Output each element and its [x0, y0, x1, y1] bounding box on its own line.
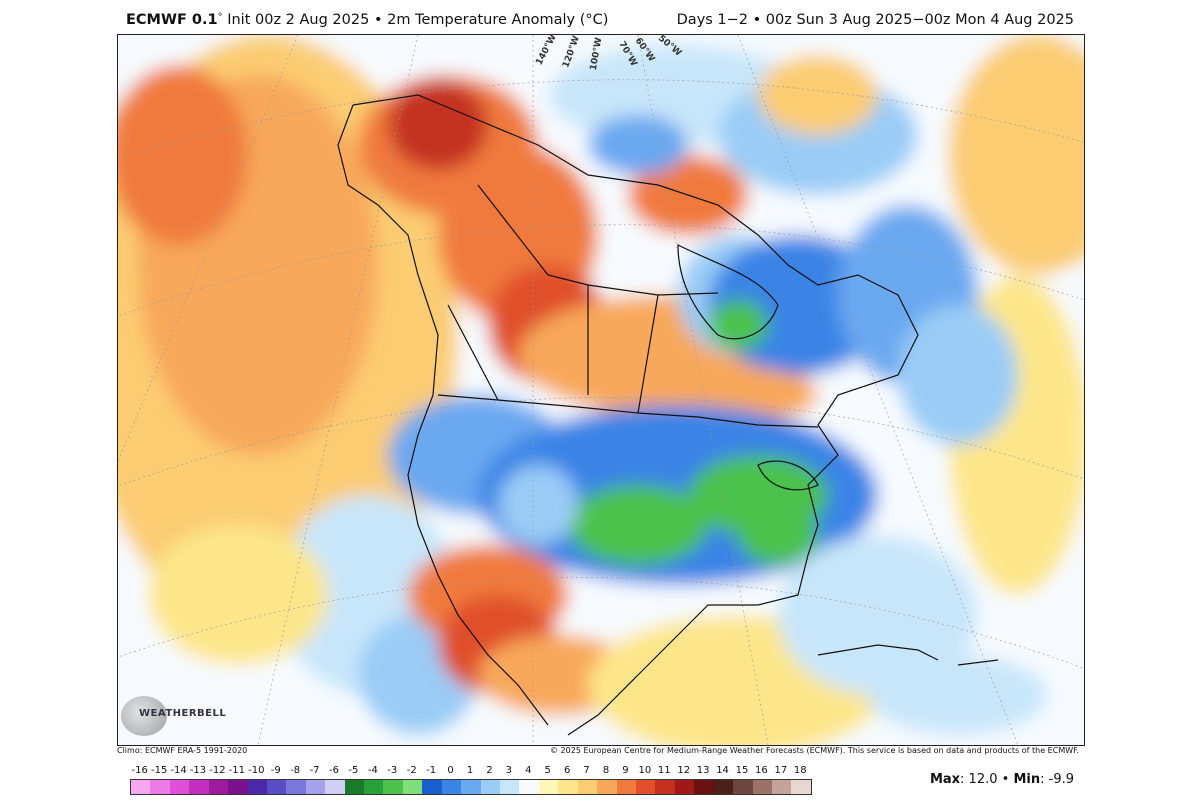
colorbar-tick-label: 10	[638, 765, 652, 776]
colorbar-tick-label: -13	[189, 765, 207, 776]
colorbar-tick-label: -1	[426, 765, 437, 776]
colorbar-tick-label: 9	[622, 765, 629, 776]
min-value: : -9.9	[1040, 772, 1074, 787]
max-min-summary: Max: 12.0 • Min: -9.9	[930, 772, 1074, 787]
colorbar-tick-label: 16	[755, 765, 768, 776]
colorbar-tick-label: 2	[486, 765, 493, 776]
colorbar-swatch	[771, 780, 792, 794]
colorbar-swatch	[383, 780, 403, 794]
coastlines	[337, 94, 999, 736]
header-title: ECMWF 0.1° Init 00z 2 Aug 2025 • 2m Temp…	[126, 12, 608, 28]
colorbar-tick-label: 11	[657, 765, 671, 776]
colorbar-tick-label: -15	[150, 765, 168, 776]
colorbar-swatch	[169, 780, 190, 794]
colorbar-swatch	[131, 780, 151, 794]
colorbar-swatch	[286, 780, 306, 794]
colorbar-tick-label: 15	[735, 765, 749, 776]
valid-period: Days 1−2 • 00z Sun 3 Aug 2025−00z Mon 4 …	[676, 12, 1074, 28]
colorbar-tick-label: -10	[248, 765, 265, 776]
colorbar-tick-label: 1	[466, 765, 474, 776]
colorbar-tick-label: 12	[677, 765, 691, 776]
anomaly-map: 140°W 120°W 100°W 70°W 60°W 50°W	[117, 34, 1085, 746]
colorbar-swatch	[791, 780, 811, 794]
copyright-note: © 2025 European Centre for Medium-Range …	[550, 746, 1079, 755]
colorbar-swatch	[500, 780, 520, 794]
colorbar-swatch	[752, 780, 772, 794]
colorbar-swatch	[635, 780, 656, 794]
colorbar-tick-label: -11	[228, 765, 246, 776]
colorbar-tick-label: 4	[525, 765, 532, 776]
colorbar-tick-label: 8	[602, 765, 610, 776]
colorbar-swatch	[422, 780, 442, 794]
colorbar-swatch	[519, 780, 539, 794]
degree-mark: °	[217, 12, 223, 23]
anomaly-field	[118, 35, 1084, 745]
colorbar-tick-label: 0	[447, 765, 454, 776]
colorbar-tick-label: -8	[290, 765, 301, 776]
colorbar-swatch	[305, 780, 326, 794]
colorbar-tick-label: 3	[505, 765, 513, 776]
colorbar-tick-label: -14	[170, 765, 187, 776]
colorbar-swatch	[461, 780, 481, 794]
graticule	[118, 35, 1084, 745]
colorbar-swatch	[364, 780, 384, 794]
colorbar-swatch	[150, 780, 170, 794]
colorbar-swatch	[208, 780, 229, 794]
colorbar-tick-label: 5	[544, 765, 551, 776]
colorbar-tick-label: -12	[209, 765, 226, 776]
colorbar-tick-label: -16	[131, 765, 148, 776]
colorbar-swatch	[558, 780, 578, 794]
colorbar-swatch	[189, 780, 209, 794]
colorbar-swatch	[577, 780, 598, 794]
colorbar-swatch	[694, 780, 714, 794]
colorbar-tick-label: -5	[348, 765, 359, 776]
colorbar-swatch	[733, 780, 753, 794]
colorbar-swatch	[325, 780, 345, 794]
credits-bar: Climo: ECMWF ERA-5 1991-2020 © 2025 Euro…	[117, 746, 1083, 760]
colorbar-tick-label: 6	[563, 765, 571, 776]
colorbar-swatch	[228, 780, 248, 794]
colorbar-tick-label: -3	[387, 765, 398, 776]
colorbar-tick-label: 14	[716, 765, 729, 776]
logo-disc	[121, 696, 167, 736]
colorbar-tick-label: -9	[270, 765, 281, 776]
colorbar-swatch	[597, 780, 617, 794]
colorbar	[130, 779, 812, 795]
climo-note: Climo: ECMWF ERA-5 1991-2020	[117, 746, 248, 755]
colorbar-tick-label: 13	[696, 765, 710, 776]
max-value: : 12.0 •	[960, 772, 1010, 787]
max-label: Max	[929, 772, 961, 787]
colorbar-tick-label: -7	[309, 765, 320, 776]
colorbar-tick-label: 7	[583, 765, 590, 776]
weatherbell-logo: WEATHERBELL	[121, 696, 226, 740]
colorbar-tick-label: -4	[367, 765, 378, 776]
logo-text: WEATHERBELL	[139, 708, 227, 719]
colorbar-tick-label: 17	[774, 765, 788, 776]
map-header: ECMWF 0.1° Init 00z 2 Aug 2025 • 2m Temp…	[118, 10, 1084, 32]
colorbar-swatch	[402, 780, 423, 794]
map-canvas	[118, 35, 1084, 745]
colorbar-swatch	[713, 780, 734, 794]
colorbar-tick-label: 18	[793, 765, 807, 776]
model-name: ECMWF 0.1	[126, 12, 218, 28]
colorbar-swatch	[538, 780, 559, 794]
init-text: Init 00z 2 Aug 2025 • 2m Temperature Ano…	[227, 12, 609, 28]
colorbar-swatch	[480, 780, 501, 794]
colorbar-swatch	[655, 780, 675, 794]
colorbar-tick-label: -6	[329, 765, 339, 776]
colorbar-tick-labels: -16 -15 -14 -13 -12 -11 -10 -9 -8 -7 -6 -5 -4 -3 -2 -1 0…	[130, 765, 810, 779]
colorbar-swatch	[344, 780, 365, 794]
colorbar-swatch	[266, 780, 287, 794]
colorbar-swatch	[441, 780, 462, 794]
colorbar-swatch	[616, 780, 636, 794]
min-label: Min	[1013, 772, 1041, 787]
colorbar-swatch	[674, 780, 695, 794]
colorbar-tick-label: -2	[406, 765, 417, 776]
colorbar-swatch	[247, 780, 267, 794]
